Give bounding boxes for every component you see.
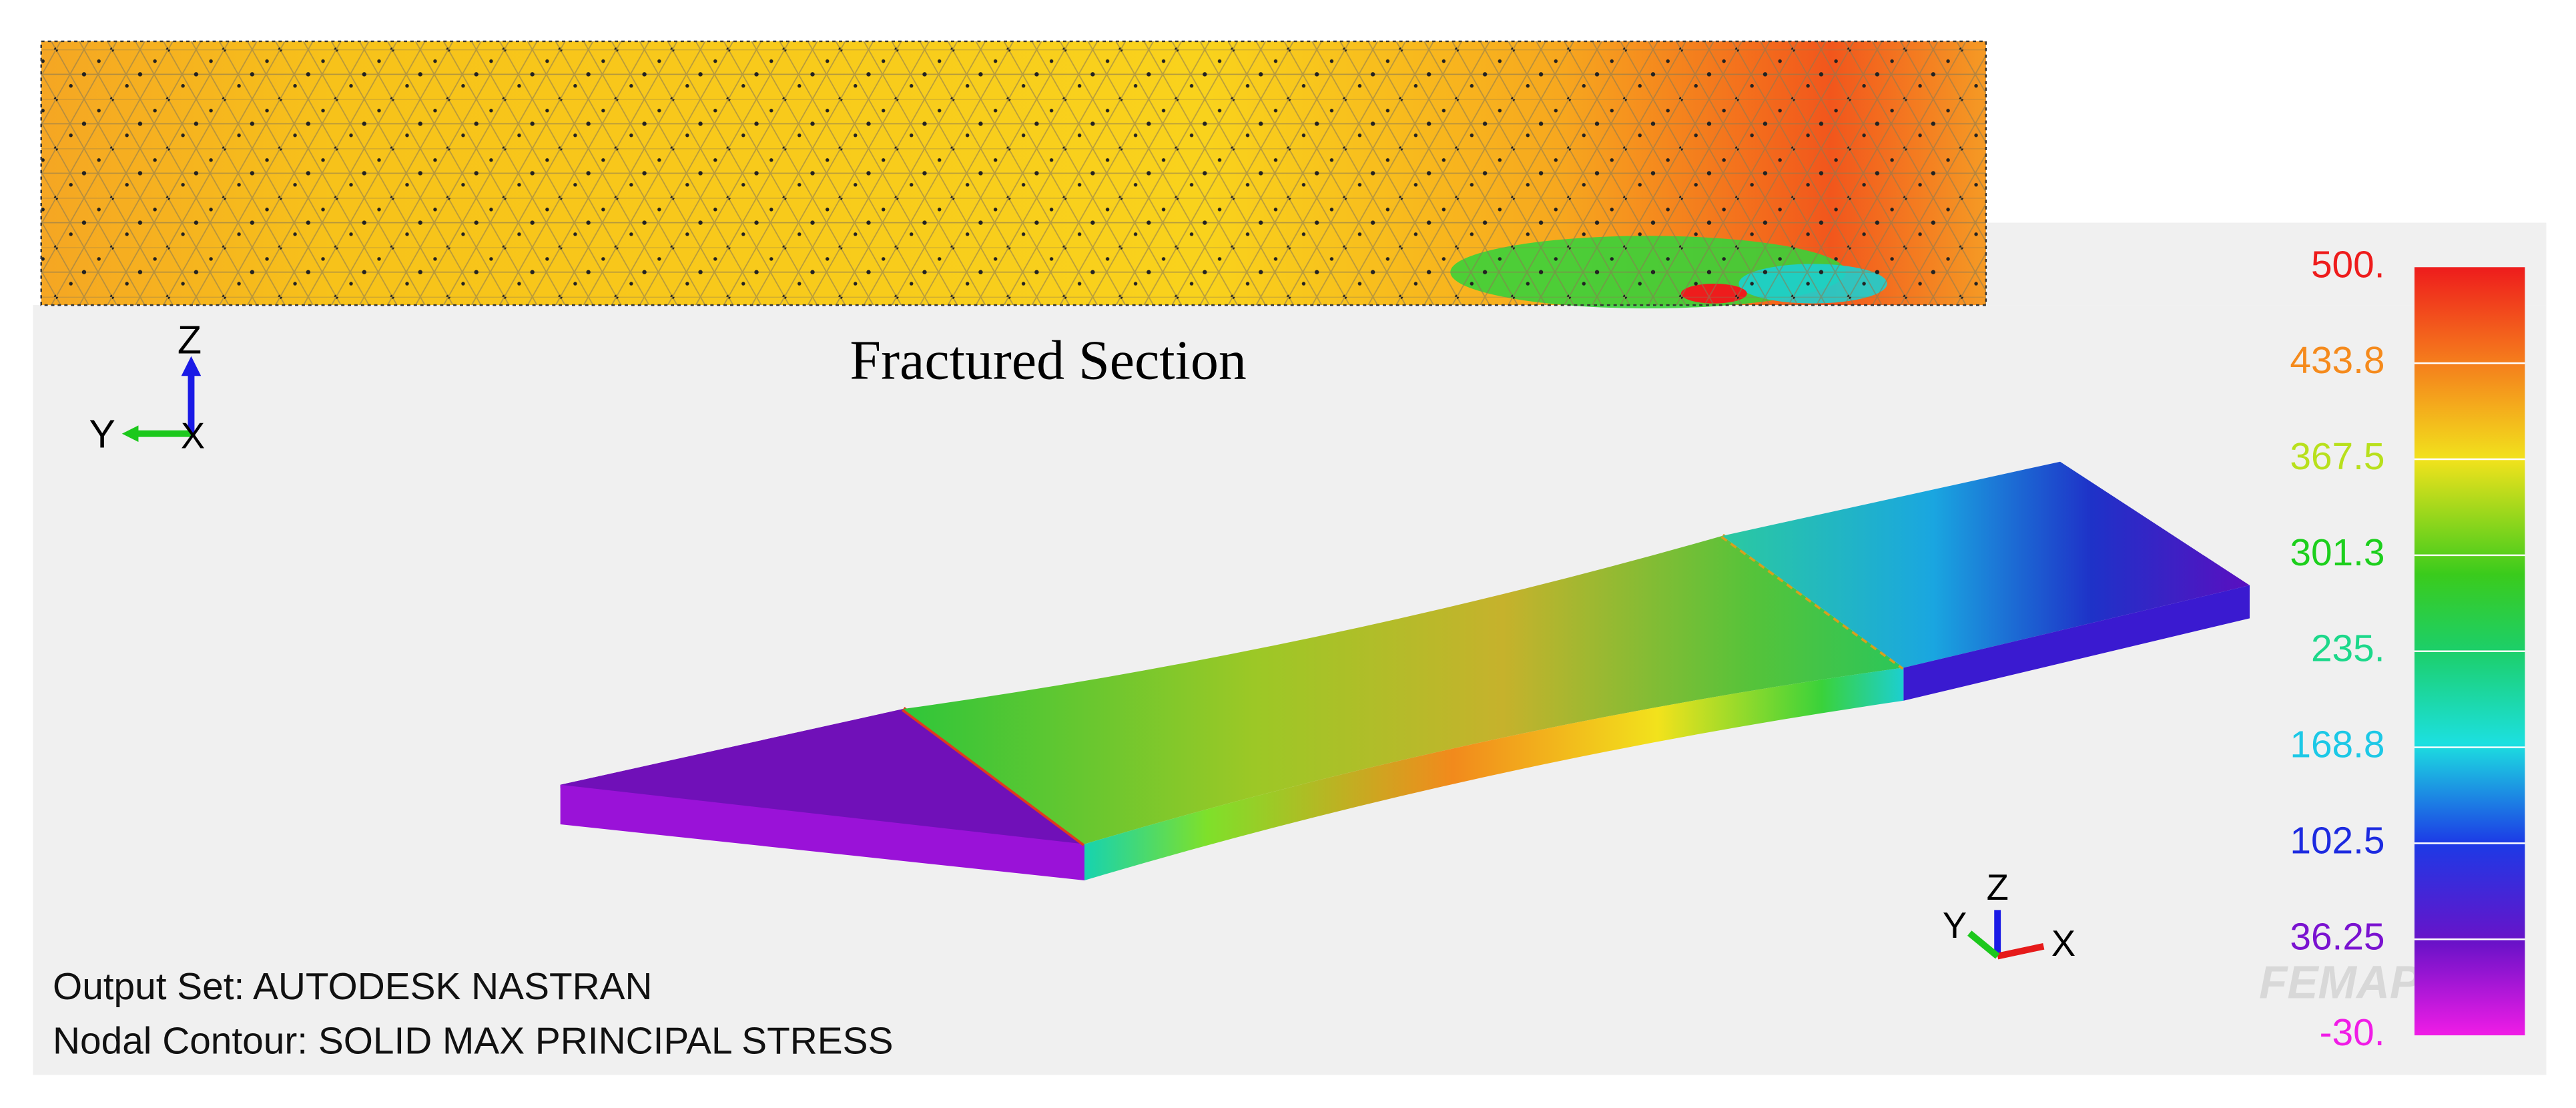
specimen: [560, 461, 2250, 880]
mesh: [41, 41, 1986, 306]
x-axis: [1997, 942, 2045, 960]
legend-label: -30.: [2320, 1012, 2385, 1054]
legend-label: 235.: [2311, 628, 2385, 670]
right-grip-top: [1722, 461, 2250, 668]
gauge-front: [1084, 667, 1904, 880]
legend-label: 168.8: [2290, 724, 2384, 766]
x-label: X: [181, 415, 205, 456]
z-label: Z: [1987, 867, 2009, 908]
legend-label: 102.5: [2290, 820, 2384, 862]
legend-label: 367.5: [2290, 436, 2384, 478]
z-arrow: [181, 356, 202, 376]
legend-label: 301.3: [2290, 532, 2384, 574]
output-set: Output Set: AUTODESK NASTRAN: [53, 966, 653, 1008]
y-label: Y: [1943, 905, 1967, 946]
section-title: Fractured Section: [850, 330, 1246, 392]
nodal-contour: Nodal Contour: SOLID MAX PRINCIPAL STRES…: [53, 1020, 893, 1062]
right-grip-front: [1903, 585, 2250, 701]
gauge-top: [903, 535, 1904, 844]
left-grip-front: [560, 784, 1085, 880]
y-axis: [1967, 930, 2000, 959]
legend-label: 36.25: [2290, 916, 2384, 958]
left-grip-top: [560, 709, 1085, 844]
x-label: X: [2051, 923, 2075, 964]
axis-triad: Z Y X: [1943, 867, 2075, 964]
legend-label: 500.: [2311, 244, 2385, 286]
legend: 500. 433.8 367.5 301.3 235. 168.8 102.5 36.25 -3…: [2290, 244, 2525, 1054]
legend-label: 433.8: [2290, 340, 2384, 382]
y-label: Y: [89, 411, 115, 456]
y-arrow: [121, 425, 139, 443]
axis-triad: Z Y X: [89, 318, 205, 457]
z-label: Z: [178, 318, 202, 362]
